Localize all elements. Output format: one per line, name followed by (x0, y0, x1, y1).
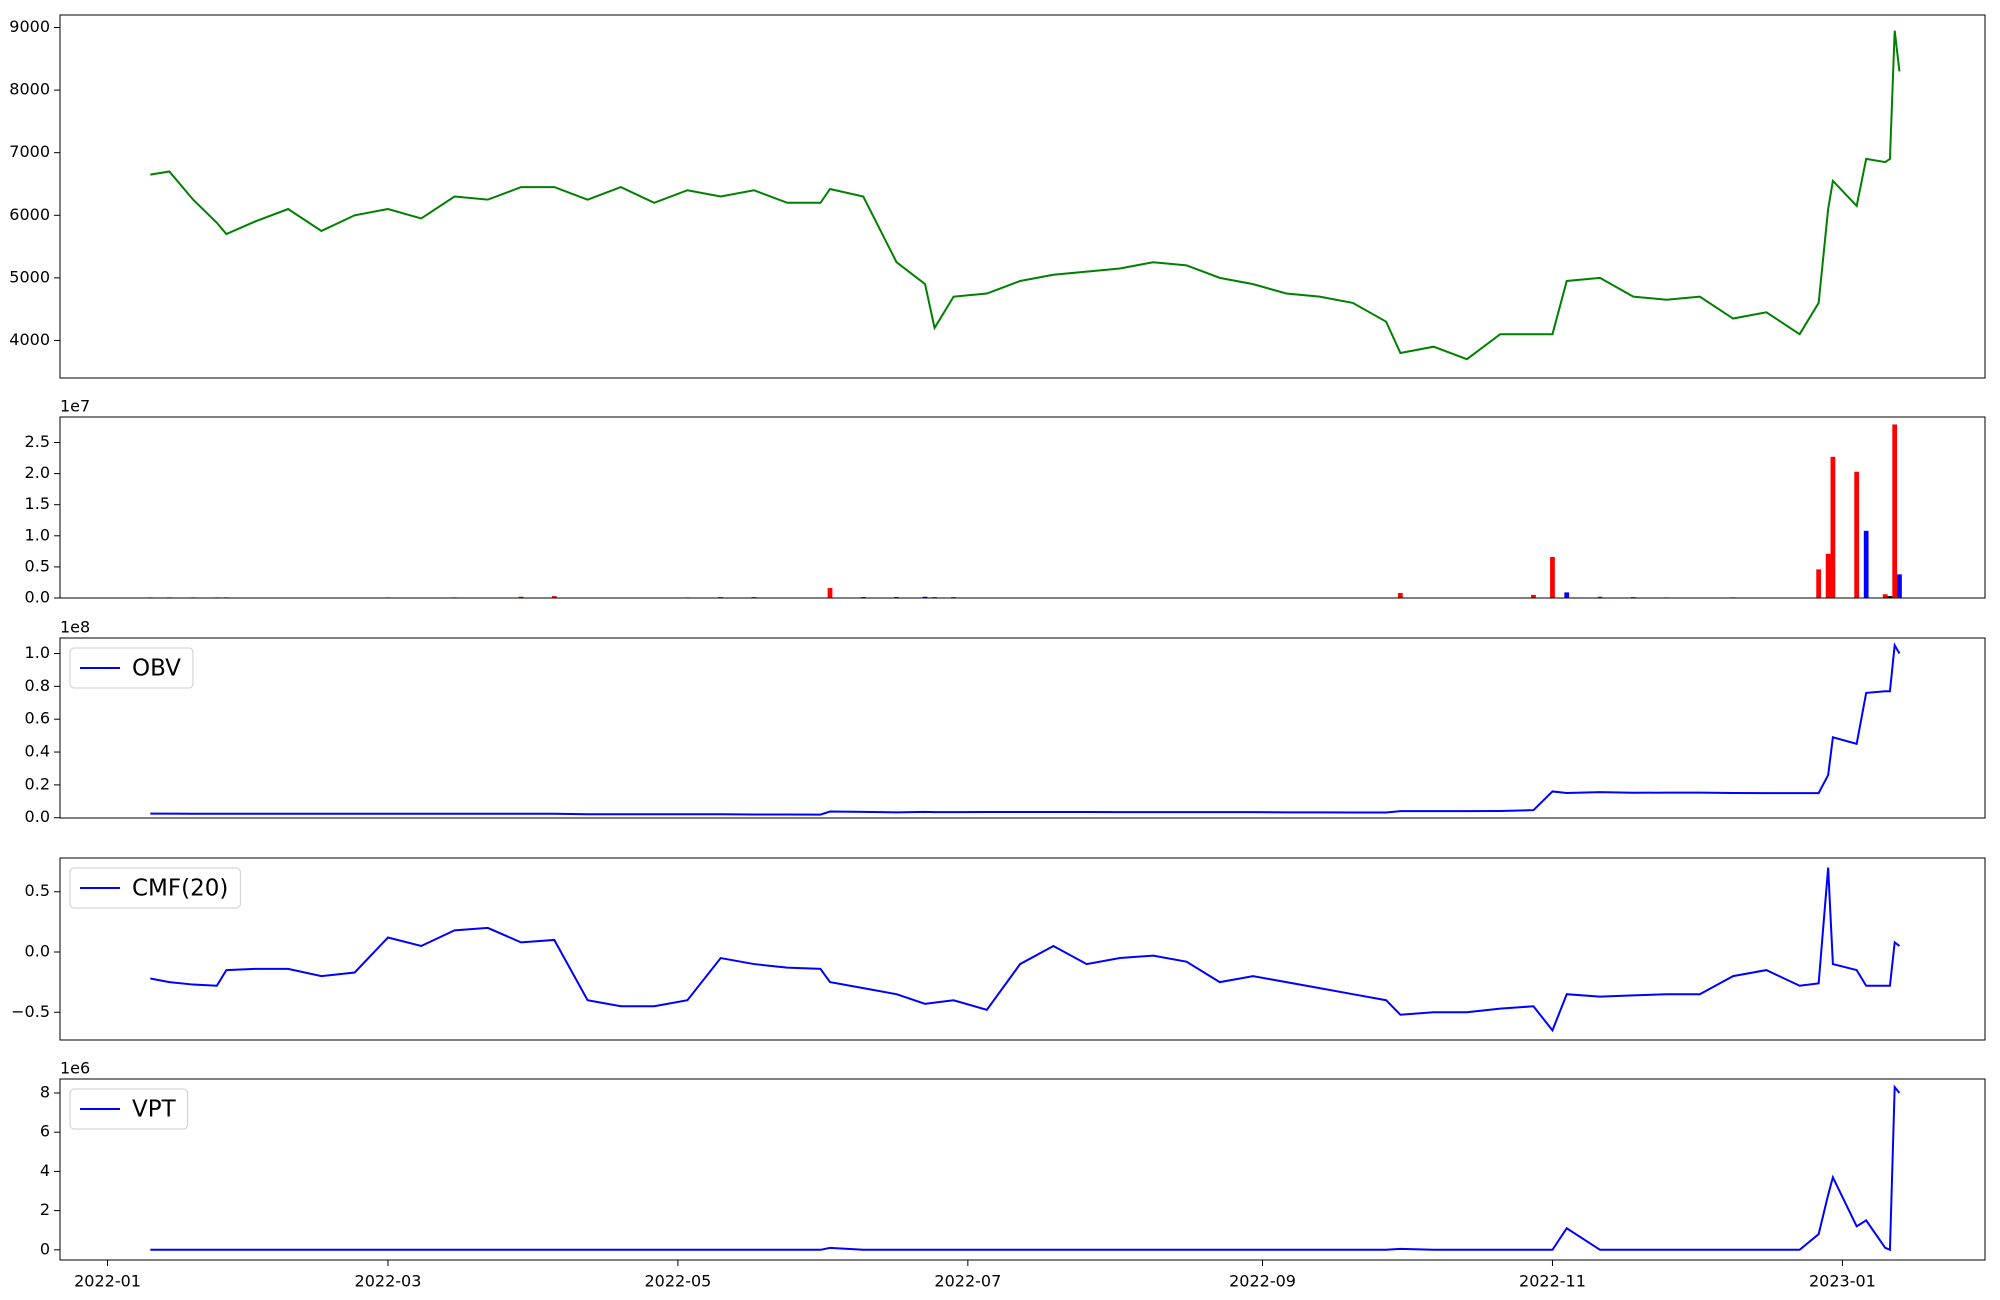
volume-bar (1550, 556, 1555, 598)
data-line (150, 867, 1901, 1033)
legend-box (69, 647, 194, 689)
y-tick-label: 9000 (9, 17, 50, 36)
volume-bar (1892, 424, 1898, 598)
axis-offset-label: 1e8 (60, 618, 90, 637)
y-tick-label: 0 (40, 1239, 50, 1258)
y-tick-label: 2.0 (25, 463, 50, 482)
y-tick-label: 4 (40, 1161, 50, 1180)
volume-bar (1825, 553, 1831, 598)
volume-bar (1882, 594, 1888, 598)
plot-frame (59, 637, 1986, 819)
volume-bar (1887, 596, 1893, 598)
y-tick-label: 0.0 (25, 807, 50, 826)
axis-offset-label: 1e6 (60, 1059, 90, 1078)
volume-bar (1863, 530, 1869, 598)
y-tick-label: 0.0 (25, 942, 50, 961)
volume-bar (518, 596, 524, 598)
y-tick-label: 2 (40, 1200, 50, 1219)
x-tick-label: 2023-01 (1809, 1272, 1876, 1291)
volume-bar (1564, 592, 1570, 598)
x-tick-label: 2022-09 (1229, 1272, 1296, 1291)
y-tick-label: 8000 (9, 80, 50, 99)
y-tick-label: 6000 (9, 205, 50, 224)
plot-frame (59, 1078, 1986, 1261)
y-tick-label: 1.5 (25, 494, 50, 513)
y-tick-label: 0.4 (25, 742, 50, 761)
volume-bar (1854, 471, 1860, 598)
y-tick-label: 0.0 (25, 588, 50, 607)
axis-offset-label: 1e7 (60, 397, 90, 416)
plot-frame (59, 14, 1986, 379)
y-tick-label: 1.0 (25, 643, 50, 662)
y-tick-label: 0.6 (25, 709, 50, 728)
volume-bar (1531, 594, 1536, 598)
legend-box (69, 867, 241, 909)
data-line (150, 30, 1901, 361)
y-tick-label: 0.5 (25, 881, 50, 900)
plot-frame (59, 416, 1986, 599)
y-tick-label: 6 (40, 1122, 50, 1141)
volume-bar (1816, 569, 1822, 598)
y-tick-label: 4000 (9, 330, 50, 349)
y-tick-label: 8 (40, 1083, 50, 1102)
y-tick-label: 7000 (9, 142, 50, 161)
y-tick-label: 0.8 (25, 676, 50, 695)
volume-bar (1897, 574, 1902, 598)
volume-bar (1397, 593, 1403, 598)
y-tick-label: 0.5 (25, 556, 50, 575)
data-line (150, 642, 1901, 816)
x-tick-label: 2022-05 (644, 1272, 711, 1291)
legend-label: CMF(20) (132, 876, 228, 902)
y-tick-label: −0.5 (11, 1002, 50, 1021)
y-tick-label: 1.0 (25, 525, 50, 544)
x-tick-label: 2022-01 (74, 1272, 141, 1291)
y-tick-label: 5000 (9, 267, 50, 286)
x-tick-label: 2022-03 (355, 1272, 422, 1291)
volume-bar (551, 596, 557, 598)
legend-label: VPT (132, 1097, 177, 1123)
y-tick-label: 0.2 (25, 774, 50, 793)
y-tick-label: 2.5 (25, 432, 50, 451)
plot-frame (59, 857, 1986, 1041)
legend-label: OBV (132, 656, 181, 682)
data-line (150, 1084, 1901, 1252)
volume-bar (827, 588, 833, 598)
legend-box (69, 1088, 189, 1130)
volume-bar (922, 596, 928, 598)
x-tick-label: 2022-11 (1519, 1272, 1586, 1291)
x-tick-label: 2022-07 (934, 1272, 1001, 1291)
volume-bar (1830, 456, 1836, 598)
volume-bar (1597, 596, 1603, 598)
